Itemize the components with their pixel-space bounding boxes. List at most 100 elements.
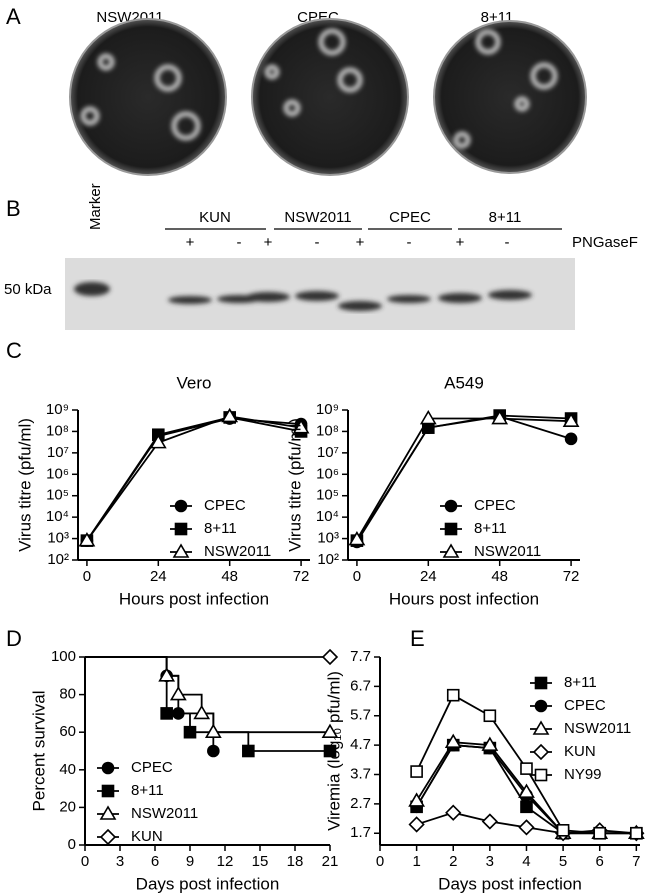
marker xyxy=(444,733,462,748)
y-tick-label: 10⁷ xyxy=(47,444,69,461)
marker xyxy=(444,499,458,513)
panel-letter: B xyxy=(6,196,21,221)
marker xyxy=(323,744,337,758)
marker xyxy=(169,686,187,701)
marker xyxy=(174,522,188,536)
treatment: - xyxy=(315,234,320,251)
x-tick-label: 0 xyxy=(83,568,91,585)
x-tick-label: 21 xyxy=(322,853,339,870)
legend-label: NSW2011 xyxy=(204,543,271,560)
marker xyxy=(534,768,548,782)
x-tick-label: 6 xyxy=(151,853,159,870)
marker xyxy=(593,826,607,840)
marker xyxy=(481,813,498,830)
legend-label: CPEC xyxy=(564,697,606,714)
treatment: - xyxy=(407,234,412,251)
marker xyxy=(99,805,117,820)
marker xyxy=(518,783,535,798)
legend-label: 8+11 xyxy=(131,782,164,799)
group-label: CPEC xyxy=(389,209,431,226)
y-tick-label: 10² xyxy=(47,551,69,568)
treatment: + xyxy=(356,234,365,251)
y-tick-label: 10⁴ xyxy=(46,508,69,525)
group-labels: KUN NSW2011 CPEC 8+11 xyxy=(199,209,521,226)
y-tick-label: 10⁸ xyxy=(316,422,339,439)
series-line xyxy=(85,656,330,734)
marker xyxy=(99,828,117,846)
x-tick-label: 24 xyxy=(150,568,167,585)
y-tick-label: 10² xyxy=(317,551,339,568)
y-axis-label: Percent survival xyxy=(29,691,48,812)
x-tick-label: 0 xyxy=(376,853,384,870)
series-line xyxy=(86,417,302,542)
legend-label: KUN xyxy=(564,743,596,760)
marker xyxy=(321,723,339,739)
bands xyxy=(74,282,532,311)
x-tick-label: 72 xyxy=(293,568,310,585)
y-tick-label: 10⁷ xyxy=(317,444,339,461)
y-tick-label: 10³ xyxy=(317,530,339,547)
treatments: + - + - + - + - xyxy=(186,234,510,251)
group-label: NSW2011 xyxy=(284,209,351,226)
marker xyxy=(78,532,96,547)
panel-letter: D xyxy=(6,626,22,651)
y-tick-label: 20 xyxy=(59,798,76,815)
legend-label: CPEC xyxy=(131,759,173,776)
x-tick-label: 1 xyxy=(412,853,420,870)
y-axis-label: Viremia (log₁₀ pfu/ml) xyxy=(324,671,343,831)
legend-label: CPEC xyxy=(204,497,246,514)
x-axis-label: Days post infection xyxy=(438,874,582,893)
marker xyxy=(419,409,437,425)
panel-letter: E xyxy=(410,626,425,651)
plate xyxy=(251,18,409,176)
y-tick-label: 10⁸ xyxy=(46,422,69,439)
y-tick-label: 10⁵ xyxy=(316,487,339,504)
group-label: KUN xyxy=(199,209,231,226)
panel-letter: A xyxy=(6,4,21,29)
legend-label: NSW2011 xyxy=(474,543,541,560)
x-tick-label: 48 xyxy=(221,568,238,585)
x-axis-label: Hours post infection xyxy=(389,589,539,608)
treatment: + xyxy=(264,234,273,251)
enzyme-label: PNGaseF xyxy=(572,234,638,251)
marker xyxy=(101,784,115,798)
x-tick-label: 7 xyxy=(632,853,640,870)
series-line xyxy=(86,416,302,542)
marker xyxy=(532,743,550,761)
marker xyxy=(172,543,190,558)
y-tick-label: 40 xyxy=(59,761,76,778)
x-tick-label: 12 xyxy=(217,853,234,870)
marker xyxy=(481,736,499,751)
size-label: 50 kDa xyxy=(4,281,52,298)
marker xyxy=(442,543,460,558)
x-tick-label: 0 xyxy=(81,853,89,870)
legend-label: KUN xyxy=(131,828,163,845)
y-axis-label: Virus titre (pfu/ml) xyxy=(15,418,34,552)
y-tick-label: 80 xyxy=(59,686,76,703)
y-tick-label: 10⁴ xyxy=(316,508,339,525)
treatment: - xyxy=(505,234,510,251)
y-tick-label: 10⁶ xyxy=(316,465,339,482)
marker xyxy=(534,676,548,690)
marker xyxy=(408,816,425,833)
marker xyxy=(158,667,176,682)
marker xyxy=(321,648,339,666)
marker xyxy=(446,688,460,702)
y-tick-label: 7.7 xyxy=(350,648,371,665)
y-tick-label: 5.7 xyxy=(350,707,371,724)
y-tick-label: 1.7 xyxy=(350,824,371,841)
marker xyxy=(207,744,220,758)
y-tick-label: 10⁹ xyxy=(316,401,339,418)
marker xyxy=(520,762,533,775)
treatment: + xyxy=(186,234,195,251)
marker-label: Marker xyxy=(87,183,104,230)
group-label: 8+11 xyxy=(489,209,522,226)
x-tick-label: 3 xyxy=(486,853,494,870)
x-tick-label: 9 xyxy=(186,853,194,870)
marker xyxy=(292,419,310,434)
x-tick-label: 2 xyxy=(449,853,457,870)
y-tick-label: 10³ xyxy=(47,530,69,547)
x-tick-label: 48 xyxy=(491,568,508,585)
y-tick-label: 10⁶ xyxy=(46,465,69,482)
marker xyxy=(242,744,255,758)
